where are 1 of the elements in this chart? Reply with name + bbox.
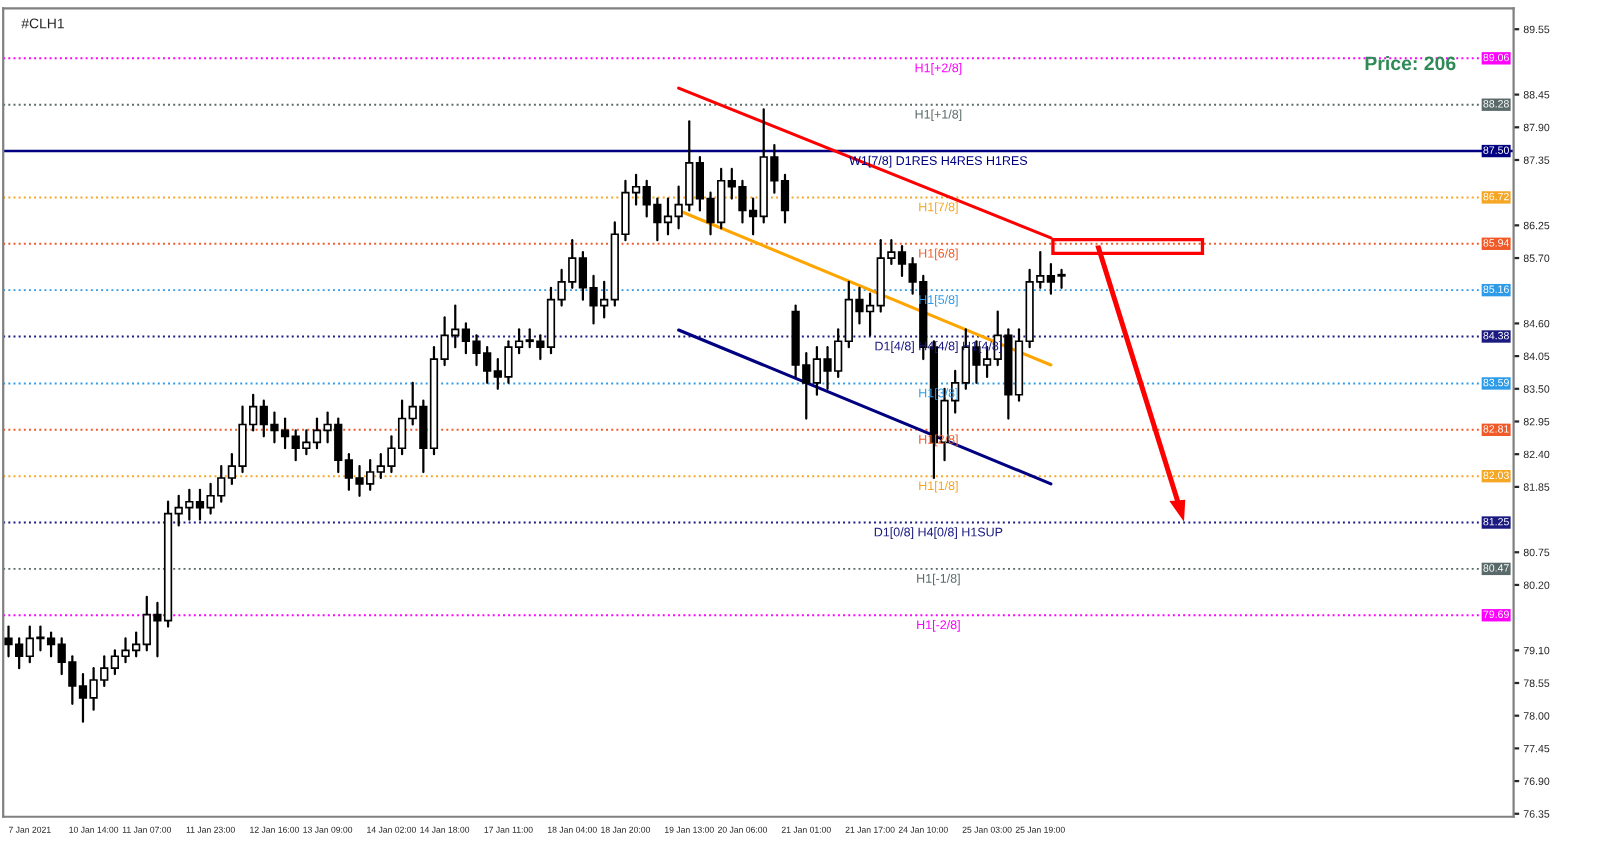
annotation: Price: 206 <box>1365 55 1456 71</box>
